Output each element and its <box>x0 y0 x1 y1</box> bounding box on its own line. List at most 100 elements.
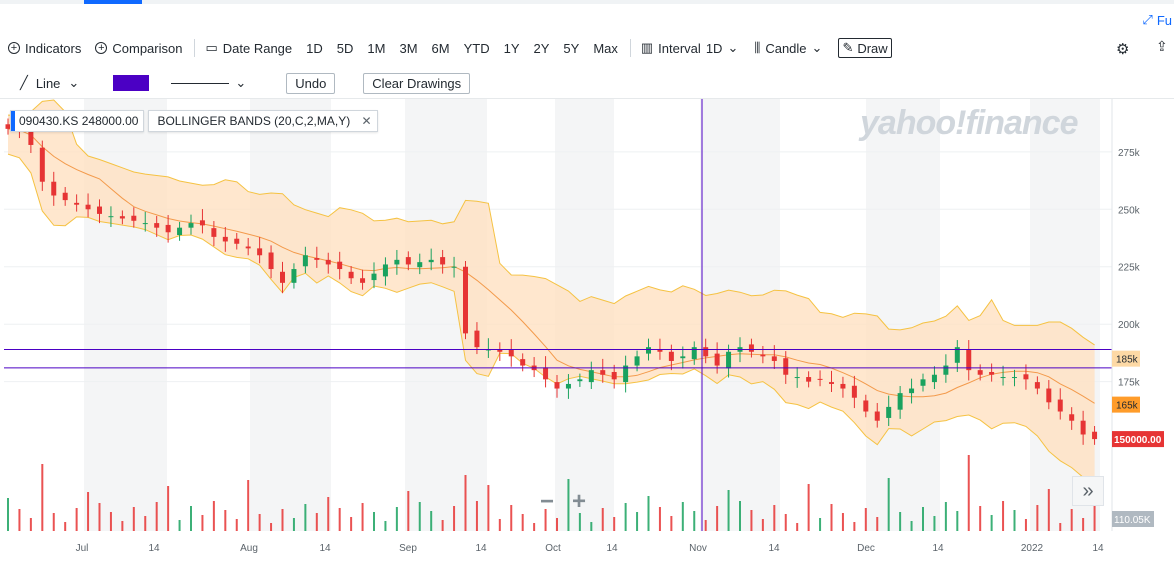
x-axis: Jul 14 Aug 14 Sep 14 Oct 14 Nov 14 Dec 14 2022 14 <box>76 543 1104 554</box>
volume-bar <box>670 516 673 531</box>
volume-bar <box>7 498 9 531</box>
draw-label: Draw <box>857 40 888 56</box>
volume-bar <box>807 484 810 531</box>
chart-type-dropdown[interactable]: ⫼ Candle ⌄ <box>754 40 822 56</box>
volume-bar <box>979 506 982 531</box>
volume-bar <box>899 512 902 531</box>
candle-body <box>234 238 240 244</box>
volume-bar <box>487 485 490 531</box>
range-max[interactable]: Max <box>593 40 618 56</box>
candle-body <box>966 349 972 371</box>
y-tick-label: 275k <box>1118 148 1141 159</box>
candle-body <box>97 206 102 214</box>
candle-body <box>714 353 720 366</box>
symbol-price: 248000.00 <box>81 114 139 128</box>
expand-icon: ⤢ <box>1142 12 1153 27</box>
range-ytd[interactable]: YTD <box>463 40 490 56</box>
candle-body <box>543 367 549 380</box>
x-tick-label: Jul <box>76 543 89 554</box>
range-1y[interactable]: 1Y <box>503 40 520 56</box>
range-5y[interactable]: 5Y <box>563 40 580 56</box>
close-icon[interactable]: ✕ <box>361 114 372 128</box>
y-tick-label: 250k <box>1118 205 1141 216</box>
x-tick-label: 2022 <box>1021 543 1044 554</box>
candle-body <box>348 271 354 279</box>
candle-body <box>463 266 468 334</box>
candle-body <box>28 128 34 145</box>
divider <box>194 39 196 57</box>
date-range-button[interactable]: ▭ Date Range <box>205 40 292 56</box>
indicators-button[interactable]: + Indicators <box>8 41 81 56</box>
volume-bar <box>933 516 936 531</box>
candle-body <box>783 358 789 375</box>
fullscreen-button[interactable]: ⤢ Fu <box>1142 12 1172 28</box>
symbol-tag[interactable]: 090430.KS 248000.00 <box>10 110 145 132</box>
zoom-in-button[interactable]: + <box>572 488 587 515</box>
y-tick-label: 225k <box>1118 263 1141 274</box>
line-style-preview <box>171 82 230 84</box>
x-tick-label: 14 <box>1092 543 1104 554</box>
bollinger-middle-line <box>7 128 1095 404</box>
volume-bar <box>910 521 913 531</box>
share-icon[interactable]: ⇪ <box>1156 38 1168 54</box>
volume-bar <box>327 497 330 531</box>
chevron-down-icon: ⌄ <box>811 40 823 55</box>
volume-bar <box>64 522 67 531</box>
candle-body <box>417 262 423 268</box>
volume-bar <box>418 502 421 531</box>
range-5d[interactable]: 5D <box>336 40 354 56</box>
candle-body <box>360 278 366 283</box>
volume-bar <box>544 509 547 531</box>
candle-body <box>74 202 80 205</box>
interval-dropdown[interactable]: ▥ Interval 1D ⌄ <box>641 40 738 56</box>
chart-type-label: Candle <box>765 40 807 56</box>
candle-body <box>588 370 594 383</box>
zoom-out-button[interactable]: − <box>540 488 555 515</box>
candle-body <box>405 257 411 265</box>
top-tab-strip <box>0 0 1174 4</box>
line-style-dropdown[interactable]: ⌄ <box>171 75 246 91</box>
x-tick-label: 14 <box>768 543 780 554</box>
range-6m[interactable]: 6M <box>431 40 450 56</box>
candle-body <box>954 347 960 363</box>
color-swatch[interactable] <box>113 75 150 91</box>
comparison-button[interactable]: + Comparison <box>95 41 182 56</box>
volume-bar <box>361 503 364 531</box>
draw-button[interactable]: ✎ Draw <box>838 38 892 58</box>
indicator-tag[interactable]: BOLLINGER BANDS (20,C,2,MA,Y) ✕ <box>148 110 378 132</box>
candle-body <box>703 347 709 357</box>
x-tick-label: Oct <box>545 543 561 554</box>
candle-body <box>188 223 194 228</box>
horizontal-drawings[interactable] <box>4 348 1112 369</box>
range-3m[interactable]: 3M <box>399 40 418 56</box>
scroll-right-button[interactable]: » <box>1072 476 1104 506</box>
volume-bar <box>292 518 295 531</box>
range-1d[interactable]: 1D <box>306 40 323 56</box>
volume-bar <box>590 522 593 531</box>
candle-body <box>268 252 274 270</box>
range-1m[interactable]: 1M <box>367 40 386 56</box>
pencil-icon: ✎ <box>842 40 854 55</box>
volume-bar <box>247 480 250 531</box>
price-chart[interactable]: 175k 200k 225k 250k 275k 185k 165k 150000.00 110… <box>0 99 1174 561</box>
candle-body <box>371 273 377 281</box>
volume-bar <box>258 514 261 531</box>
undo-button[interactable]: Undo <box>286 72 336 94</box>
line-tool-dropdown[interactable]: ╱ Line ⌄ <box>20 75 79 91</box>
volume-bar <box>464 475 467 531</box>
month-stripe <box>866 99 940 531</box>
candle-body <box>611 371 617 380</box>
clear-drawings-button[interactable]: Clear Drawings <box>363 72 471 94</box>
candle-body <box>1012 377 1017 379</box>
gear-icon[interactable]: ⚙ <box>1116 41 1130 58</box>
price-tag-label: 165k <box>1116 401 1139 412</box>
month-stripe <box>250 99 331 531</box>
candle-body <box>680 356 686 359</box>
volume-bar <box>681 502 684 531</box>
candle-body <box>829 382 834 384</box>
volume-bar <box>876 517 879 531</box>
volume-bar <box>395 507 398 531</box>
x-tick-label: Aug <box>240 543 258 554</box>
range-2y[interactable]: 2Y <box>533 40 550 56</box>
candle-body <box>600 370 606 375</box>
